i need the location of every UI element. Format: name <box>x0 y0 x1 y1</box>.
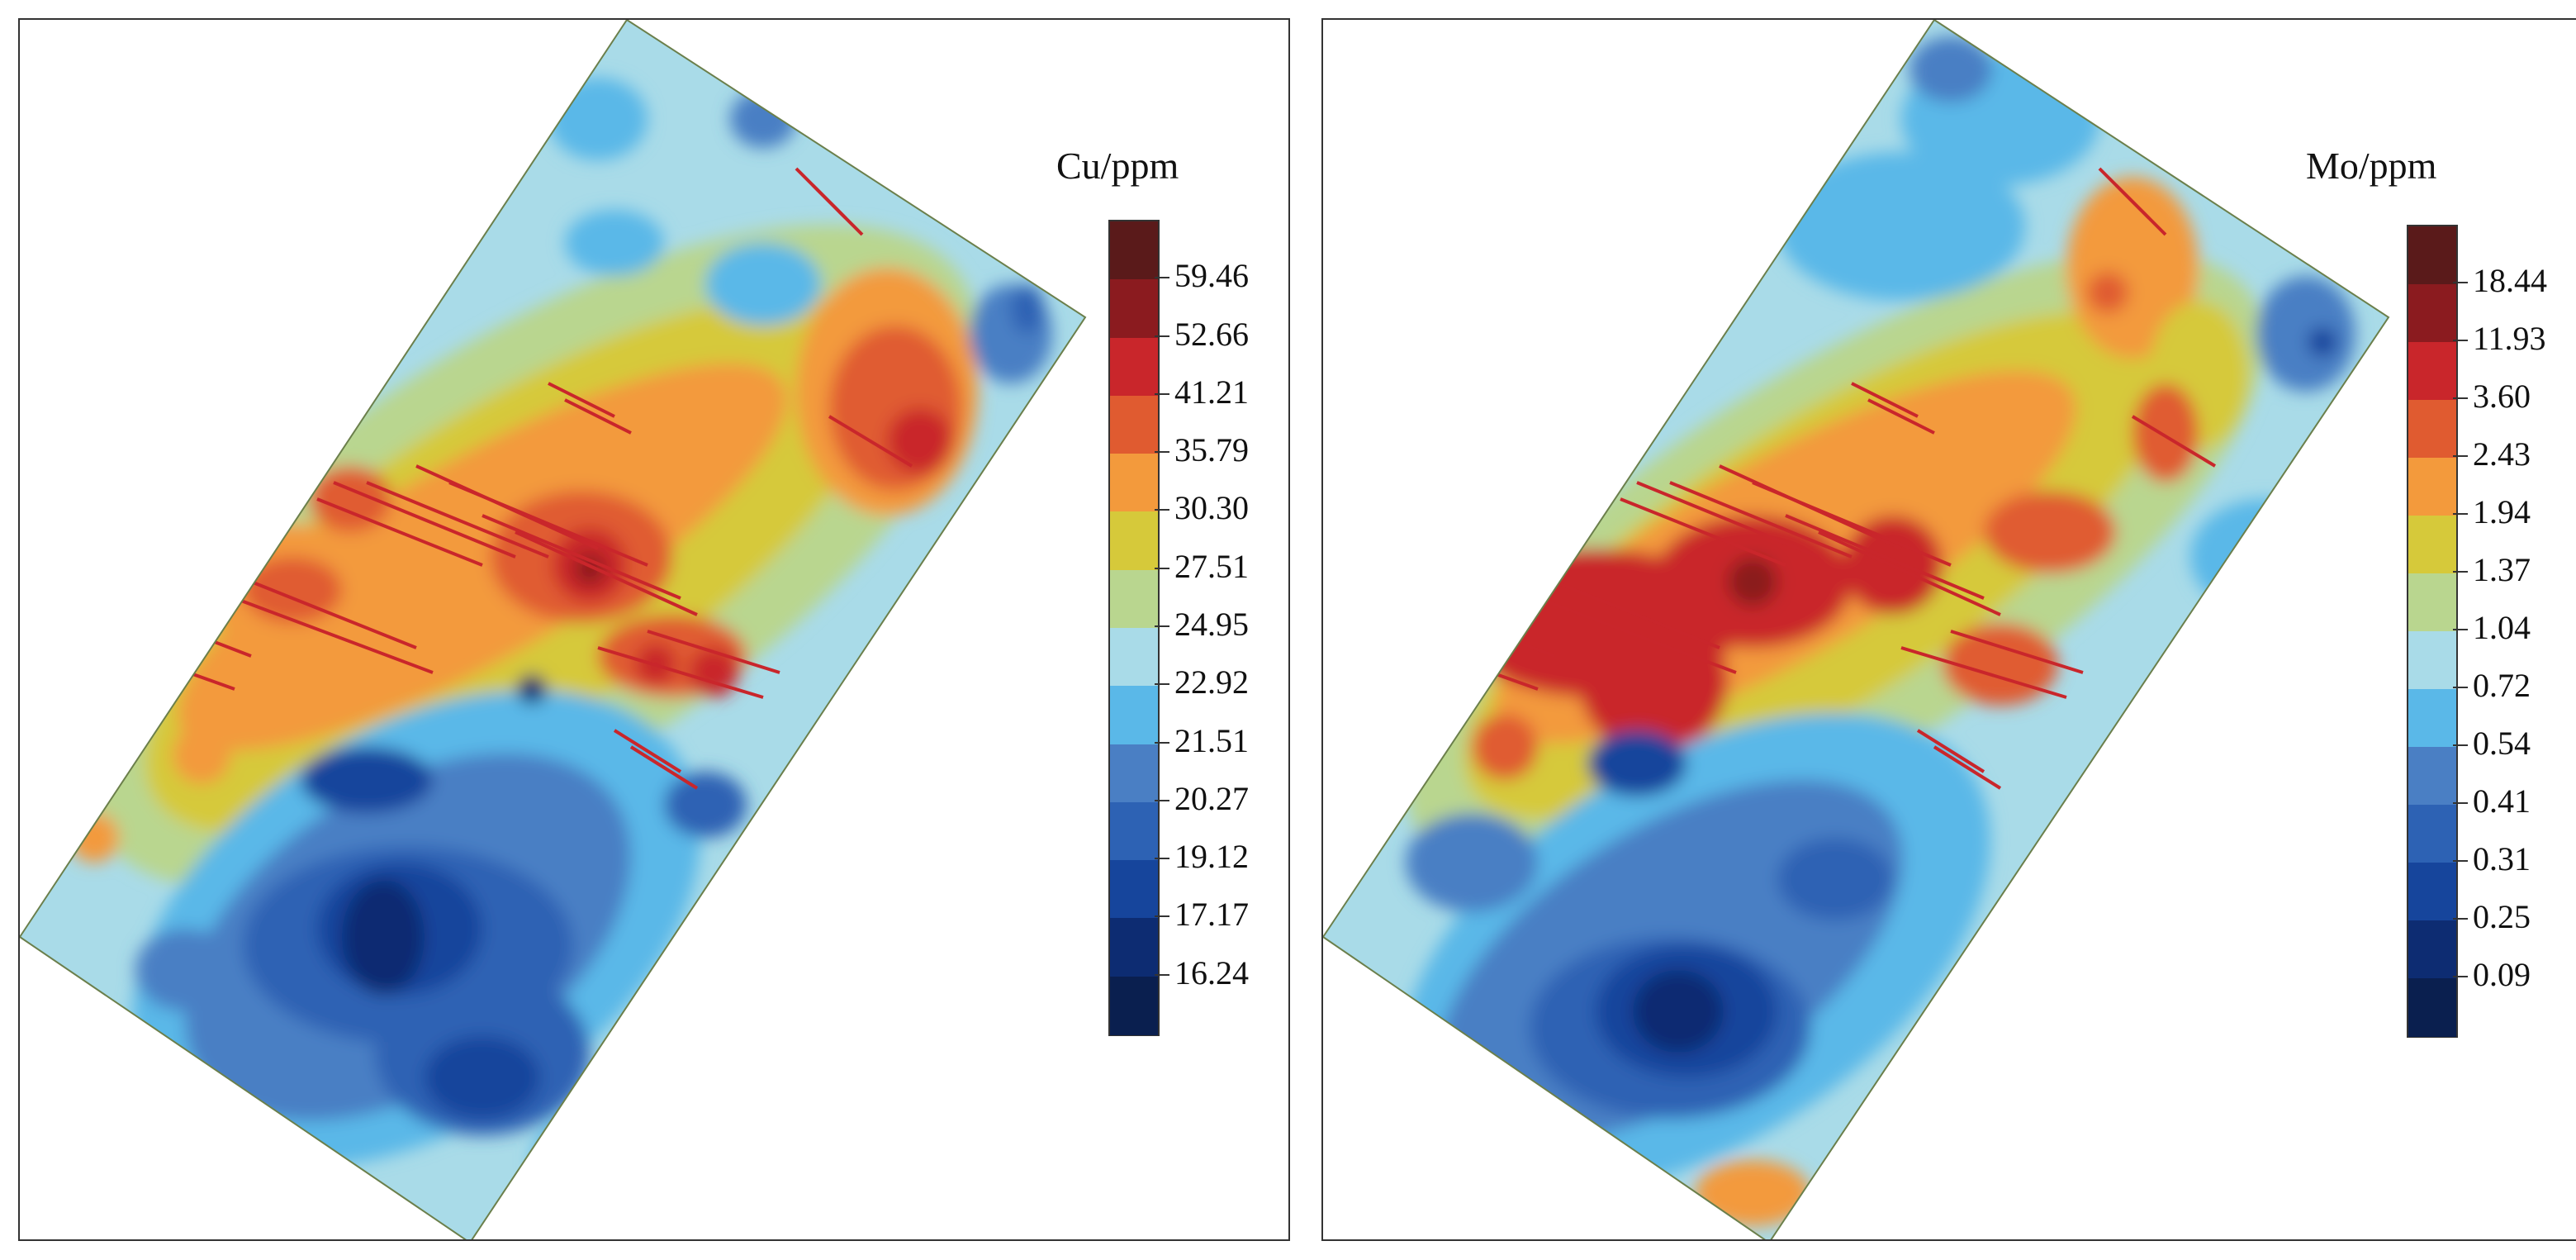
colorbar-swatch <box>2408 747 2456 806</box>
cu-contour-field <box>20 20 1085 1239</box>
colorbar-tick <box>1155 392 1169 395</box>
cu-map-outline <box>20 20 1087 1239</box>
colorbar-swatch <box>1110 511 1158 571</box>
colorbar-label: 22.92 <box>1174 663 1249 701</box>
colorbar-swatch <box>1110 686 1158 745</box>
colorbar-label: 59.46 <box>1174 257 1249 295</box>
colorbar-swatch <box>2408 458 2456 516</box>
colorbar-tick <box>2453 744 2468 746</box>
mo-contour-field <box>1323 20 2389 1239</box>
colorbar-swatch <box>2408 863 2456 921</box>
mo-contour-map <box>1323 20 2390 1239</box>
colorbar-label: 1.37 <box>2473 551 2531 588</box>
colorbar-swatch <box>2408 342 2456 401</box>
colorbar-label: 1.94 <box>2473 493 2531 530</box>
colorbar-label: 30.30 <box>1174 489 1249 527</box>
colorbar-swatch <box>1110 569 1158 629</box>
colorbar-label: 2.43 <box>2473 435 2531 473</box>
colorbar-tick <box>2453 687 2468 688</box>
mo-colorbar <box>2407 225 2458 1038</box>
mo-legend-title: Mo/ppm <box>2306 145 2437 187</box>
colorbar-label: 16.24 <box>1174 953 1249 991</box>
colorbar-swatch <box>1110 221 1158 281</box>
colorbar-label: 3.60 <box>2473 378 2531 415</box>
colorbar-swatch <box>2408 631 2456 690</box>
mo-map-panel: Mo/ppm 18.44 11.93 3.60 2.43 1.94 1.37 1.04 0.7… <box>1321 18 2576 1241</box>
colorbar-tick <box>2453 455 2468 457</box>
colorbar-label: 11.93 <box>2473 320 2546 357</box>
cu-map-panel: Cu/ppm 59.46 52.66 41.21 35.79 30.30 27.51 24.… <box>18 18 1290 1241</box>
cu-contour-map <box>20 20 1087 1239</box>
colorbar-tick <box>1155 335 1169 337</box>
colorbar-swatch <box>1110 801 1158 862</box>
colorbar-label: 0.54 <box>2473 725 2531 762</box>
colorbar-swatch <box>2408 226 2456 285</box>
colorbar-tick <box>1155 741 1169 744</box>
colorbar-swatch <box>2408 284 2456 343</box>
colorbar-label: 41.21 <box>1174 373 1249 411</box>
colorbar-swatch <box>2408 400 2456 459</box>
cu-legend-title: Cu/ppm <box>1056 145 1179 187</box>
colorbar-swatch <box>1110 976 1158 1035</box>
colorbar-tick <box>2453 282 2468 283</box>
colorbar-swatch <box>1110 279 1158 339</box>
mo-map-outline <box>1323 20 2390 1239</box>
colorbar-tick <box>2453 860 2468 862</box>
cu-colorbar <box>1108 220 1160 1036</box>
colorbar-tick <box>2453 397 2468 399</box>
colorbar-label: 35.79 <box>1174 431 1249 469</box>
colorbar-tick <box>1155 858 1169 860</box>
colorbar-tick <box>2453 802 2468 804</box>
colorbar-swatch <box>1110 454 1158 513</box>
colorbar-label: 21.51 <box>1174 721 1249 759</box>
colorbar-label: 0.25 <box>2473 898 2531 935</box>
colorbar-tick <box>1155 973 1169 976</box>
colorbar-tick <box>1155 683 1169 686</box>
colorbar-tick <box>1155 509 1169 511</box>
cu-fault-lines <box>118 167 913 790</box>
colorbar-tick <box>2453 629 2468 630</box>
colorbar-label: 19.12 <box>1174 838 1249 876</box>
colorbar-label: 17.17 <box>1174 896 1249 934</box>
colorbar-label: 0.41 <box>2473 782 2531 820</box>
colorbar-tick <box>2453 340 2468 341</box>
colorbar-label: 24.95 <box>1174 606 1249 643</box>
colorbar-label: 18.44 <box>2473 262 2547 299</box>
colorbar-swatch <box>2408 573 2456 632</box>
colorbar-tick <box>1155 799 1169 801</box>
colorbar-tick <box>2453 976 2468 977</box>
colorbar-swatch <box>1110 337 1158 397</box>
colorbar-tick <box>1155 277 1169 279</box>
colorbar-label: 0.31 <box>2473 840 2531 877</box>
colorbar-tick <box>1155 451 1169 454</box>
colorbar-swatch <box>1110 628 1158 687</box>
colorbar-swatch <box>2408 805 2456 863</box>
colorbar-swatch <box>2408 978 2456 1037</box>
colorbar-label: 20.27 <box>1174 779 1249 817</box>
colorbar-tick <box>1155 567 1169 569</box>
colorbar-label: 0.72 <box>2473 667 2531 704</box>
colorbar-swatch <box>2408 689 2456 748</box>
colorbar-label: 1.04 <box>2473 609 2531 646</box>
colorbar-label: 52.66 <box>1174 315 1249 353</box>
colorbar-swatch <box>1110 918 1158 977</box>
colorbar-label: 0.09 <box>2473 956 2531 993</box>
colorbar-tick <box>2453 513 2468 515</box>
colorbar-label: 27.51 <box>1174 547 1249 585</box>
colorbar-swatch <box>2408 920 2456 979</box>
colorbar-tick <box>2453 571 2468 573</box>
colorbar-tick <box>2453 918 2468 920</box>
colorbar-swatch <box>1110 395 1158 455</box>
colorbar-tick <box>1155 915 1169 918</box>
colorbar-swatch <box>1110 860 1158 920</box>
colorbar-swatch <box>2408 516 2456 574</box>
colorbar-swatch <box>1110 744 1158 803</box>
colorbar-tick <box>1155 625 1169 627</box>
